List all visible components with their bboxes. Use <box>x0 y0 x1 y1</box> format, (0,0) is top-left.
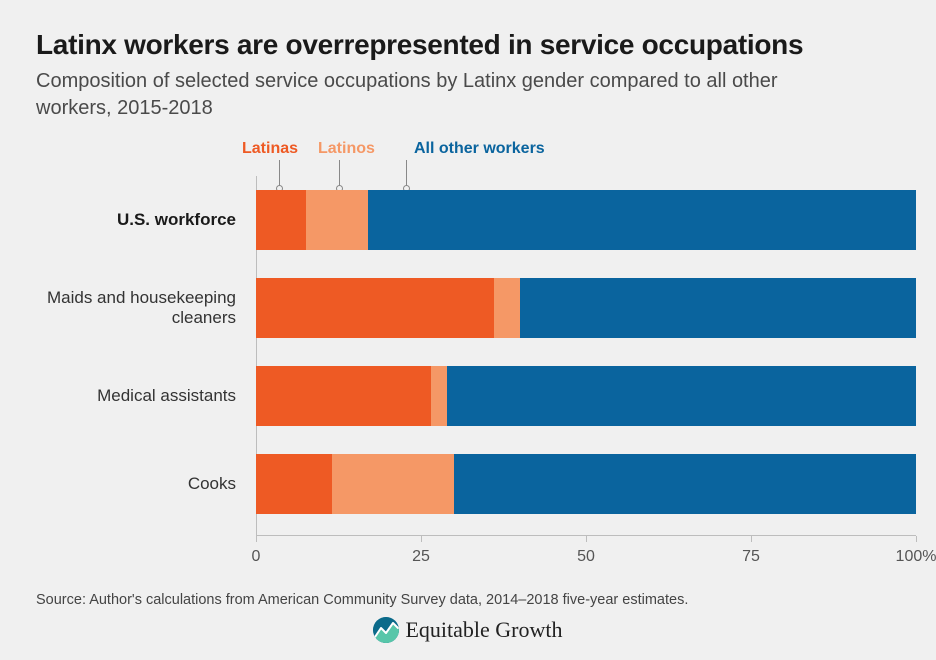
bar-segment-other <box>520 278 916 338</box>
bar-segment-latinos <box>431 366 448 426</box>
x-tick <box>751 536 752 542</box>
source-note: Source: Author's calculations from Ameri… <box>36 592 688 608</box>
bar-segment-other <box>454 454 916 514</box>
bar-segment-latinos <box>306 190 369 250</box>
x-tick-label: 50 <box>577 548 595 566</box>
category-label: Cooks <box>36 474 236 494</box>
bar-row <box>256 190 916 250</box>
bar-segment-latinos <box>494 278 520 338</box>
x-tick <box>421 536 422 542</box>
bar-segment-latinas <box>256 366 431 426</box>
bar-row <box>256 454 916 514</box>
bar-row <box>256 366 916 426</box>
legend-latinos-label: Latinos <box>318 140 375 158</box>
x-tick-label: 25 <box>412 548 430 566</box>
x-tick <box>916 536 917 542</box>
bar-segment-other <box>368 190 916 250</box>
x-tick-label: 100% <box>896 548 936 566</box>
legend-latinas-label: Latinas <box>242 140 298 158</box>
chart-subtitle: Composition of selected service occupati… <box>36 68 856 122</box>
category-label: Medical assistants <box>36 386 236 406</box>
brand-name: Equitable Growth <box>405 617 562 643</box>
x-tick <box>586 536 587 542</box>
bar-segment-latinas <box>256 190 306 250</box>
chart-title: Latinx workers are overrepresented in se… <box>36 28 900 62</box>
x-tick <box>256 536 257 542</box>
bar-row <box>256 278 916 338</box>
bar-segment-latinas <box>256 454 332 514</box>
x-tick-label: 75 <box>742 548 760 566</box>
bar-segment-other <box>447 366 916 426</box>
chart-plot-area: U.S. workforceMaids and housekeeping cle… <box>256 176 916 576</box>
x-tick-label: 0 <box>252 548 261 566</box>
legend-other-label: All other workers <box>414 140 545 158</box>
category-label: Maids and housekeeping cleaners <box>36 288 236 329</box>
brand-footer: Equitable Growth <box>0 617 936 648</box>
category-label: U.S. workforce <box>36 210 236 230</box>
bar-segment-latinas <box>256 278 494 338</box>
brand-logo-icon <box>373 617 399 643</box>
bar-segment-latinos <box>332 454 454 514</box>
